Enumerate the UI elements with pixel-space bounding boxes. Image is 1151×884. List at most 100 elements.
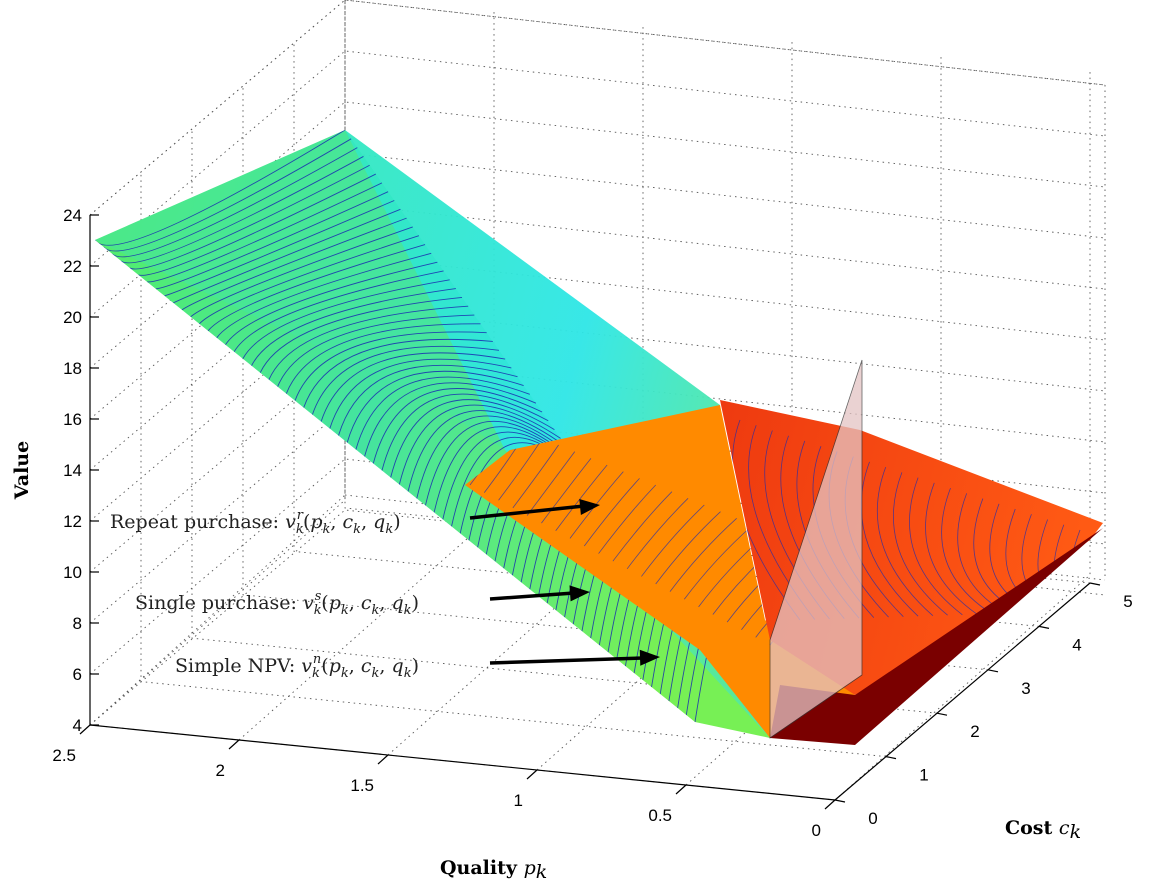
- x-tick-label: 2.5: [52, 746, 76, 765]
- contour-line: [190, 226, 413, 318]
- annotation-label: Simple NPV: vkn(pk, ck, qk): [175, 652, 419, 681]
- y-tick-mark: [885, 756, 897, 760]
- z-tick-label: 16: [63, 410, 82, 429]
- annotations: Repeat purchase: vkr(pk, ck, qk) Single p…: [110, 499, 660, 681]
- z-gridline: [89, 50, 1106, 267]
- z-tick-label: 22: [63, 257, 82, 276]
- z-tick-label: 10: [63, 563, 82, 582]
- contour-line: [311, 345, 500, 415]
- contour-line: [285, 323, 481, 394]
- x-tick-mark: [675, 784, 687, 795]
- z-gridline: [89, 458, 1106, 675]
- y-tick-label: 1: [919, 766, 928, 785]
- contour-line: [655, 511, 721, 585]
- contour-line: [277, 314, 475, 387]
- contour-line: [251, 288, 456, 366]
- contour-line: [398, 404, 561, 485]
- y-tick-label: 4: [1072, 635, 1081, 654]
- contour-line: [147, 182, 383, 283]
- y-ticks: 0 1 2 3 4 5: [834, 582, 1133, 828]
- x-tick-label: 1.5: [350, 776, 374, 795]
- z-tick-label: 14: [63, 461, 82, 480]
- x-tick-label: 2: [216, 761, 225, 780]
- x-axis-title: Quality pk: [440, 857, 547, 883]
- y-gridline: [242, 84, 989, 671]
- contour-line: [294, 331, 487, 401]
- contour-line: [259, 296, 463, 373]
- y-tick-mark: [987, 669, 999, 673]
- contour-line: [173, 208, 401, 304]
- y-axis-title: Cost ck: [1005, 817, 1081, 843]
- contour-line: [407, 410, 568, 492]
- contour-line: [95, 130, 346, 246]
- cutting-plane: [769, 359, 863, 739]
- contour-line: [225, 261, 438, 346]
- contour-line: [892, 472, 948, 616]
- z-tick-label: 24: [63, 206, 82, 225]
- contour-line: [941, 487, 993, 615]
- y-tick-label: 0: [868, 809, 877, 828]
- y-tick-label: 2: [970, 722, 979, 741]
- annotation-arrow: [489, 591, 575, 601]
- z-gridline: [89, 254, 1106, 471]
- z-tick-label: 6: [73, 665, 82, 684]
- contour-line: [268, 305, 469, 380]
- z-axis-title: Value: [11, 441, 33, 500]
- contour-line: [541, 458, 592, 524]
- contour-line: [164, 200, 395, 297]
- contour-line: [626, 498, 689, 570]
- contour-line: [242, 279, 450, 359]
- annotation-arrow: [489, 656, 645, 665]
- arrow-head: [639, 649, 660, 666]
- z-gridline: [89, 356, 1106, 573]
- y-tick-mark: [1089, 582, 1101, 586]
- contour-line: [372, 388, 543, 464]
- annotation-label: Repeat purchase: vkr(pk, ck, qk): [110, 508, 401, 537]
- x-tick-mark: [824, 799, 836, 810]
- contour-line: [390, 399, 555, 478]
- contour-line: [138, 173, 376, 276]
- x-gridline: [685, 55, 942, 786]
- z-gridline: [89, 203, 1106, 420]
- contour-line: [381, 393, 549, 471]
- contour-line: [207, 244, 426, 332]
- contour-line: [120, 156, 364, 264]
- contour-line: [112, 147, 358, 258]
- contour-line: [925, 482, 978, 615]
- arrow-head: [579, 499, 600, 515]
- contour-line: [216, 252, 432, 339]
- contour-line: [155, 191, 389, 290]
- dark-underside: [770, 528, 1103, 745]
- x-tick-label: 0.5: [648, 806, 672, 825]
- annotation-label: Single purchase: vks(pk, ck, qk): [135, 589, 419, 618]
- contour-line: [876, 467, 934, 617]
- y-gridline: [140, 171, 887, 758]
- contour-line: [612, 491, 673, 562]
- z-tick-label: 20: [63, 308, 82, 327]
- contour-line: [683, 524, 754, 600]
- contour-line: [526, 451, 576, 516]
- x-tick-label: 1: [514, 791, 523, 810]
- contour-line: [909, 477, 963, 616]
- y-tick-mark: [1038, 625, 1050, 629]
- contour-line: [569, 471, 624, 539]
- x-tick-mark: [377, 754, 389, 765]
- contour-line: [555, 464, 608, 531]
- z-gridline: [89, 509, 1106, 726]
- annotation-arrow: [469, 504, 585, 520]
- contour-line: [416, 415, 574, 499]
- y-tick-mark: [834, 799, 846, 803]
- y-gridline: [344, 0, 1091, 584]
- z-gridline: [89, 0, 1106, 216]
- z-tick-label: 18: [63, 359, 82, 378]
- contour-line: [1069, 529, 1103, 611]
- annotation: Single purchase: vks(pk, ck, qk): [135, 585, 590, 618]
- z-tick-label: 8: [73, 614, 82, 633]
- contour-line: [233, 270, 444, 352]
- y-tick-label: 5: [1123, 592, 1132, 611]
- contour-line: [303, 338, 493, 408]
- y-gridline: [293, 41, 1040, 627]
- contour-line: [181, 217, 407, 311]
- annotation: Repeat purchase: vkr(pk, ck, qk): [110, 499, 600, 537]
